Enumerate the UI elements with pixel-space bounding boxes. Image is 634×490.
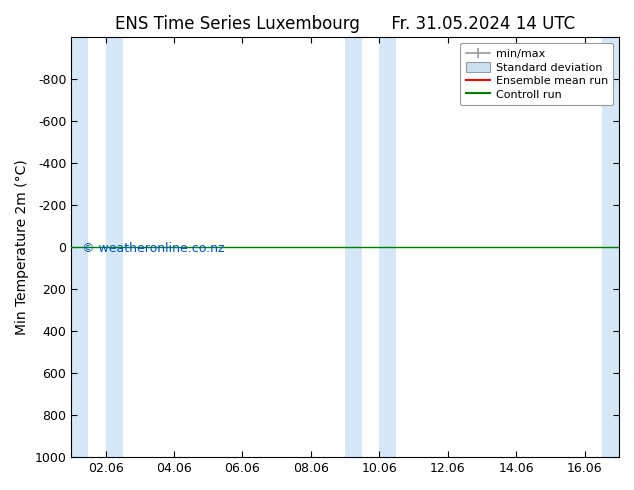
Y-axis label: Min Temperature 2m (°C): Min Temperature 2m (°C): [15, 159, 29, 335]
Title: ENS Time Series Luxembourg      Fr. 31.05.2024 14 UTC: ENS Time Series Luxembourg Fr. 31.05.202…: [115, 15, 575, 33]
Bar: [105, 37, 122, 457]
Text: © weatheronline.co.nz: © weatheronline.co.nz: [82, 242, 224, 255]
Legend: min/max, Standard deviation, Ensemble mean run, Controll run: min/max, Standard deviation, Ensemble me…: [460, 43, 614, 105]
Bar: [71, 37, 88, 457]
Bar: [345, 37, 362, 457]
Bar: [379, 37, 396, 457]
Bar: [602, 37, 619, 457]
